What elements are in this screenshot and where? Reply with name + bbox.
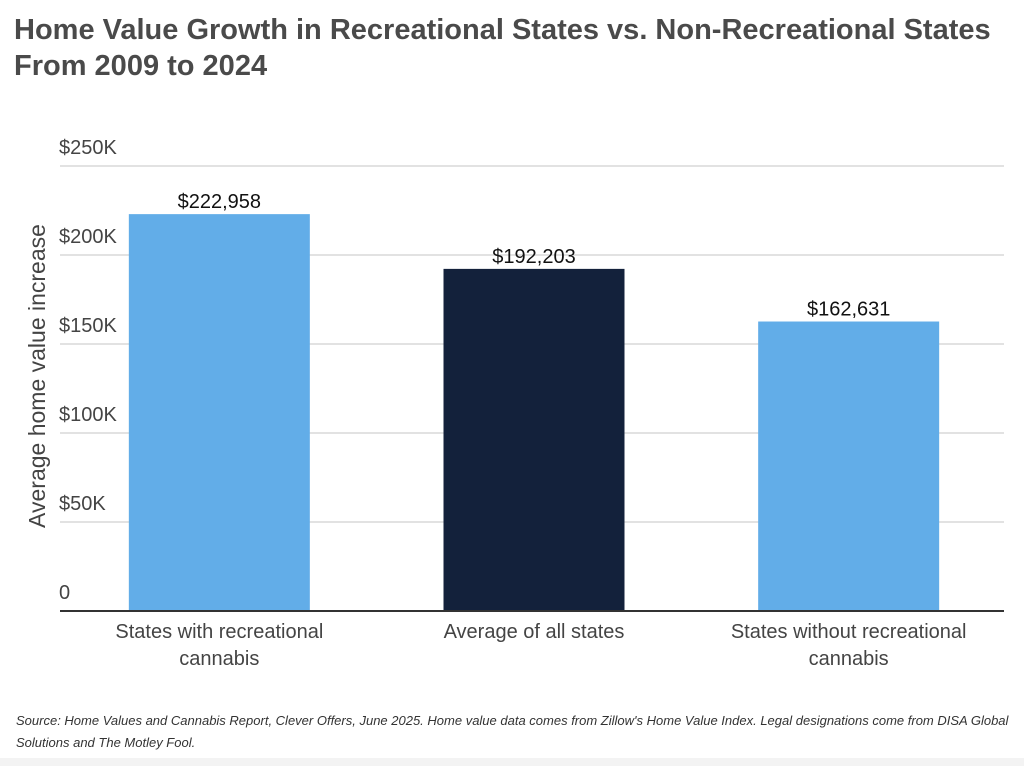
data-label: $222,958 xyxy=(178,191,261,213)
y-tick-label: $200K xyxy=(59,226,117,248)
bar xyxy=(758,321,940,611)
data-label: $192,203 xyxy=(492,246,575,268)
y-tick-label: 0 xyxy=(59,582,70,604)
x-tick-label: States with recreational xyxy=(115,621,323,643)
x-tick-label: cannabis xyxy=(809,648,889,670)
x-tick-label: States without recreational xyxy=(731,621,967,643)
chart-title: Home Value Growth in Recreational States… xyxy=(14,14,991,82)
bar xyxy=(128,214,310,611)
x-tick-label: Average of all states xyxy=(444,621,625,643)
bar xyxy=(443,268,625,611)
x-tick-label: cannabis xyxy=(179,648,259,670)
y-tick-label: $50K xyxy=(59,493,106,515)
y-tick-label: $150K xyxy=(59,315,117,337)
bar-chart: 0 $50K $100K $150K $200K $250K Average home va… xyxy=(24,137,1004,670)
data-label: $162,631 xyxy=(807,299,890,321)
y-axis-label: Average home value increase xyxy=(24,224,50,528)
source-note: Source: Home Values and Cannabis Report,… xyxy=(16,713,1009,750)
y-tick-label: $250K xyxy=(59,137,117,159)
footer-band xyxy=(0,758,1024,766)
y-tick-label: $100K xyxy=(59,404,117,426)
